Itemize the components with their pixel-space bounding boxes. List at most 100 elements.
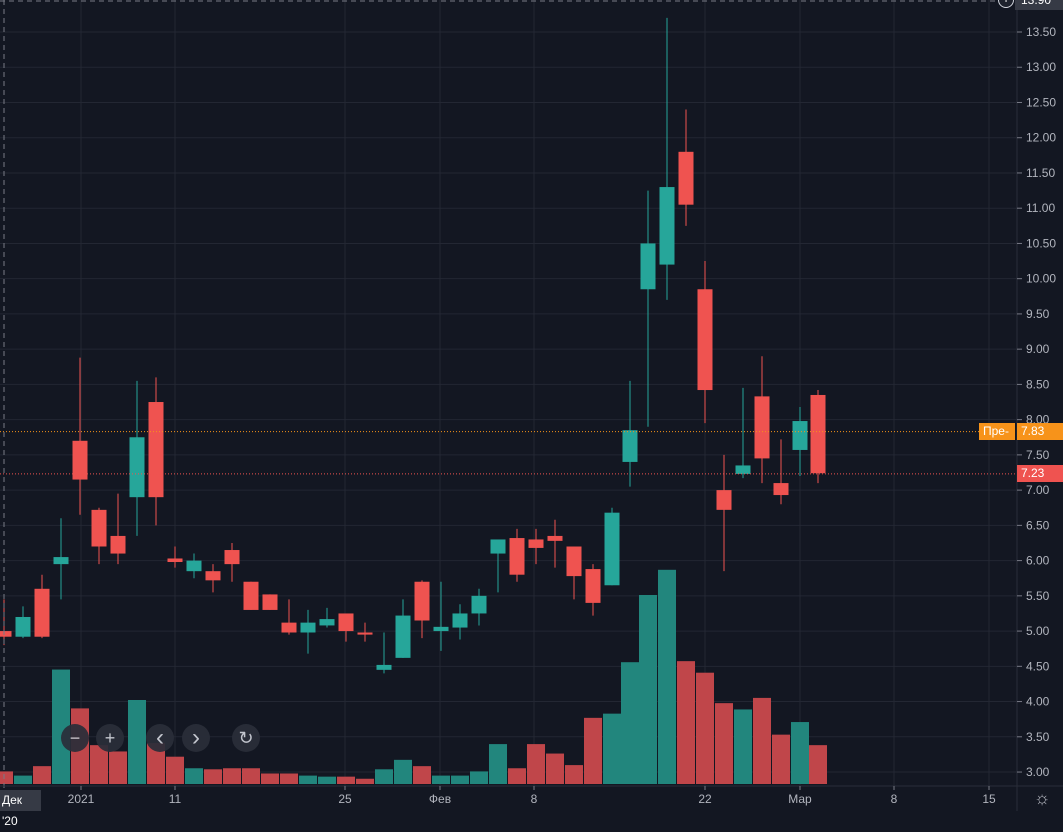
scroll-right-button[interactable]: › [182,724,210,752]
candle-body [433,626,449,632]
candle-body [300,622,316,633]
candle-body [452,613,468,628]
volume-bar [489,744,507,784]
time-tick-label: Фев [429,792,451,806]
candle-body [15,616,31,637]
volume-bar [375,769,393,784]
chevron-right-icon: › [192,724,200,751]
candle-body [148,402,164,498]
candle-body [91,509,107,547]
volume-bar [621,662,639,784]
volume-bar [546,753,564,784]
volume-bar [658,569,676,784]
volume-bar [696,672,714,784]
price-tick-label: 9.00 [1026,342,1050,356]
volume-bar [715,703,733,784]
price-tick-label: 6.50 [1026,518,1050,532]
scroll-left-button[interactable]: ‹ [146,724,174,752]
volume-bar [0,771,13,784]
volume-bar [356,778,374,784]
price-tick-label: 9.50 [1026,307,1050,321]
volume-bar [394,759,412,784]
volume-bar [584,717,602,784]
candle-body [129,437,145,498]
plus-icon: + [104,727,116,748]
candlestick-chart[interactable]: 13.50 13.00 12.50 12.00 11.50 11.00 10.50 10.00… [0,0,1063,811]
premarket-price-tag: 7.83 [1017,423,1063,441]
volume-bar [337,776,355,784]
candle-body [34,588,50,637]
volume-bar [734,709,752,784]
volume-bar [185,768,203,784]
crosshair-price-value: 13.90 [1021,0,1052,7]
volume-bar [809,745,827,784]
settings-gear-icon[interactable]: ☼ [1033,788,1051,808]
candle-body [376,664,392,670]
volume-bar [413,766,431,784]
reset-chart-button[interactable]: ↻ [232,724,260,752]
crosshair-date-label: Дек '20 [0,790,41,828]
price-tick-label: 7.00 [1026,483,1050,497]
price-axis[interactable]: 13.50 13.00 12.50 12.00 11.50 11.00 10.50 10.00… [1017,25,1056,779]
volume-bar [753,697,771,784]
price-tick-label: 8.50 [1026,377,1050,391]
candle-body [262,594,278,610]
reset-icon: ↻ [238,727,254,748]
candle-body [566,546,582,577]
candle-body [640,243,656,290]
candle-body [224,550,240,565]
volume-bar [261,773,279,784]
candle-body [735,465,751,474]
last-price-tag: 7.23 [1017,465,1063,483]
volume-bar [677,661,695,784]
candle-body [678,151,694,205]
volume-bar [527,744,545,784]
volume-bar [14,775,32,784]
zoom-in-button[interactable]: + [96,724,124,752]
volume-bar [204,769,222,784]
crosshair-price-label: 13.90 [1015,0,1063,10]
candle-body [622,430,638,462]
candle-body [72,440,88,480]
volume-bar [33,766,51,784]
minus-icon: − [69,727,81,748]
price-tick-label: 10.00 [1026,272,1056,286]
price-tick-label: 10.50 [1026,236,1056,250]
time-tick-label: Мар [788,792,812,806]
volume-bar [299,775,317,784]
time-tick-label: 8 [531,792,538,806]
candles [0,17,826,674]
price-tick-label: 13.50 [1026,25,1056,39]
volume-bar [128,700,146,784]
candle-body [53,557,69,565]
candle-body [319,619,335,626]
time-axis[interactable]: 2021 11 25 Фев 8 22 Мар 8 15 [68,786,996,806]
time-tick-label: 2021 [68,792,95,806]
premarket-label-tag: Пре- [979,423,1015,441]
volume-bar [109,751,127,784]
volume-bar [772,734,790,784]
candle-body [528,539,544,548]
time-tick-label: 11 [169,792,182,806]
candle-body [604,512,620,586]
candle-body [773,483,789,496]
price-tick-label: 12.00 [1026,131,1056,145]
candle-body [471,595,487,614]
candle-body [167,558,183,563]
price-tick-label: 3.50 [1026,730,1050,744]
candle-body [659,187,675,265]
volume-bar [603,713,621,784]
candle-body [0,631,12,637]
candle-body [414,581,430,621]
price-tick-label: 7.50 [1026,448,1050,462]
zoom-out-button[interactable]: − [61,724,89,752]
grid-lines [0,0,1017,786]
price-tick-label: 4.00 [1026,695,1050,709]
volume-bar [508,768,526,784]
volume-bar [451,775,469,784]
volume-bar [639,595,657,784]
candle-body [547,535,563,541]
candle-body [754,396,770,459]
price-tick-label: 5.50 [1026,589,1050,603]
volume-bar [565,765,583,784]
